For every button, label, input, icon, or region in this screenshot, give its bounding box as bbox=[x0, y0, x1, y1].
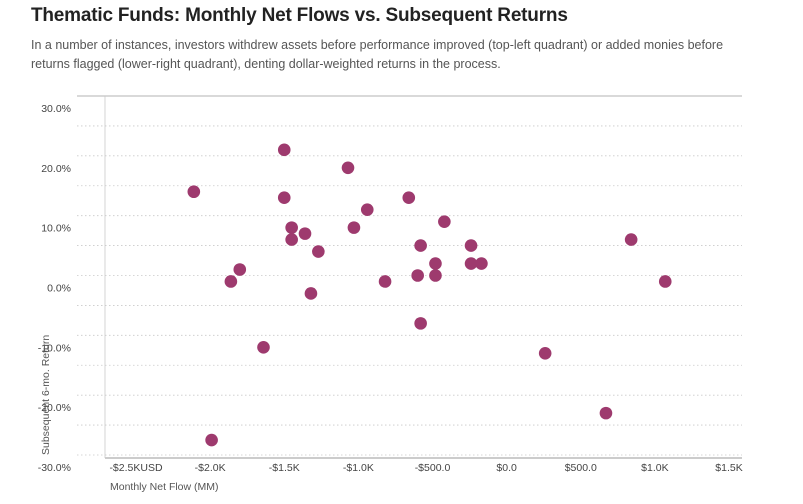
x-tick-label: -$1.0K bbox=[343, 462, 374, 474]
x-tick-label: -$2.5KUSD bbox=[109, 462, 163, 474]
y-axis-title: Subsequent 6-mo. Return bbox=[40, 335, 52, 455]
data-point[interactable] bbox=[360, 203, 374, 216]
y-tick-label: 10.0% bbox=[41, 223, 71, 235]
data-point[interactable] bbox=[414, 317, 427, 330]
data-point[interactable] bbox=[341, 161, 355, 175]
y-tick-label: 20.0% bbox=[41, 163, 71, 175]
x-tick-label: $1.0K bbox=[641, 462, 668, 474]
y-tick-label: -10.0% bbox=[38, 342, 71, 354]
data-point[interactable] bbox=[414, 239, 427, 252]
gridlines bbox=[77, 95, 742, 459]
x-tick-label: -$2.0K bbox=[195, 462, 226, 474]
data-point[interactable] bbox=[429, 257, 442, 270]
data-point[interactable] bbox=[304, 287, 318, 300]
data-point[interactable] bbox=[402, 191, 416, 205]
data-point[interactable] bbox=[429, 269, 442, 282]
data-point[interactable] bbox=[475, 257, 488, 270]
x-axis-ticks: -$2.5KUSD -$2.0K -$1.5K -$1.0K -$500.0 $0.0 $5… bbox=[109, 462, 742, 474]
y-tick-label: -20.0% bbox=[38, 402, 71, 414]
data-point[interactable] bbox=[464, 257, 478, 270]
y-tick-label: 0.0% bbox=[47, 283, 71, 295]
data-point[interactable] bbox=[347, 221, 361, 234]
data-point[interactable] bbox=[624, 233, 638, 246]
data-points bbox=[187, 143, 672, 447]
data-point[interactable] bbox=[187, 185, 201, 199]
y-tick-label: 30.0% bbox=[41, 103, 71, 115]
data-point[interactable] bbox=[224, 275, 238, 288]
x-axis-title: Monthly Net Flow (MM) bbox=[110, 481, 219, 493]
data-point[interactable] bbox=[233, 263, 247, 276]
data-point[interactable] bbox=[538, 346, 552, 360]
data-point[interactable] bbox=[205, 433, 218, 447]
data-point[interactable] bbox=[438, 215, 451, 228]
data-point[interactable] bbox=[599, 406, 613, 420]
data-point[interactable] bbox=[464, 239, 478, 252]
data-point[interactable] bbox=[298, 227, 312, 240]
chart-title: Thematic Funds: Monthly Net Flows vs. Su… bbox=[31, 5, 568, 26]
data-point[interactable] bbox=[378, 275, 392, 288]
data-point[interactable] bbox=[285, 233, 298, 246]
data-point[interactable] bbox=[285, 221, 298, 234]
x-tick-label: $1.5K bbox=[715, 462, 742, 474]
data-point[interactable] bbox=[658, 275, 672, 288]
y-tick-label: -30.0% bbox=[38, 462, 71, 474]
chart-subtitle: In a number of instances, investors with… bbox=[31, 38, 724, 71]
x-tick-label: $0.0 bbox=[496, 462, 517, 474]
data-point[interactable] bbox=[312, 245, 325, 258]
x-tick-label: -$500.0 bbox=[415, 462, 451, 474]
x-tick-label: $500.0 bbox=[565, 462, 597, 474]
x-tick-label: -$1.5K bbox=[269, 462, 300, 474]
data-point[interactable] bbox=[411, 269, 424, 282]
y-axis-ticks: 30.0% 20.0% 10.0% 0.0% -10.0% -20.0% -30.0% bbox=[38, 103, 71, 474]
data-point[interactable] bbox=[257, 341, 270, 354]
data-point[interactable] bbox=[277, 143, 291, 157]
data-point[interactable] bbox=[277, 191, 291, 205]
